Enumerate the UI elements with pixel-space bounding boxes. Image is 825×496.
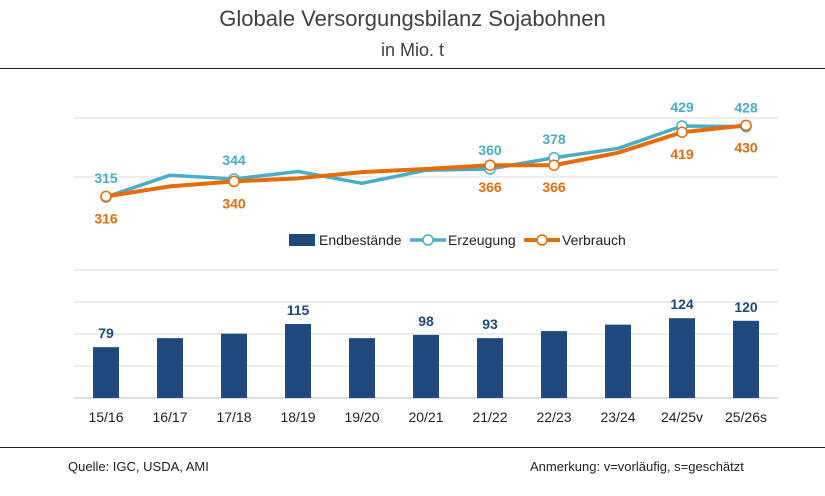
label-verbrauch-21/22: 366 — [478, 179, 502, 195]
bar-endbestaende-15/16 — [93, 347, 119, 398]
bar-label-25/26s: 120 — [734, 299, 758, 315]
x-tick-24/25v: 24/25v — [661, 409, 703, 425]
bar-label-15/16: 79 — [98, 325, 114, 341]
bar-endbestaende-18/19 — [285, 324, 311, 398]
bar-endbestaende-17/18 — [221, 333, 247, 398]
bar-endbestaende-20/21 — [413, 334, 439, 398]
label-verbrauch-22/23: 366 — [542, 179, 566, 195]
label-erzeugung-24/25v: 429 — [670, 99, 694, 115]
bar-label-18/19: 115 — [287, 302, 310, 318]
label-erzeugung-22/23: 378 — [542, 131, 566, 147]
line-erzeugung — [105, 124, 747, 199]
chart-title: Globale Versorgungsbilanz Sojabohnen — [219, 6, 606, 31]
label-erzeugung-25/26s: 428 — [734, 100, 758, 116]
legend-marker-verbrauch — [536, 234, 548, 246]
legend-label-endbestaende: Endbestände — [319, 232, 402, 248]
bar-endbestaende-23/24 — [605, 324, 631, 398]
top-rule — [0, 68, 825, 69]
label-verbrauch-15/16: 316 — [94, 210, 118, 226]
bar-endbestaende-22/23 — [541, 331, 567, 398]
chart-subtitle: in Mio. t — [380, 40, 445, 60]
x-tick-21/22: 21/22 — [472, 409, 507, 425]
x-tick-25/26s: 25/26s — [725, 409, 767, 425]
bottom-rule — [0, 447, 825, 448]
bar-endbestaende-25/26s — [733, 320, 759, 398]
label-verbrauch-17/18: 340 — [222, 195, 246, 211]
label-erzeugung-17/18: 344 — [222, 152, 246, 168]
line-verbrauch — [105, 123, 747, 199]
x-tick-16/17: 16/17 — [152, 409, 187, 425]
marker-verbrauch-24/25v — [676, 126, 688, 138]
legend-label-erzeugung: Erzeugung — [448, 232, 516, 248]
bar-label-21/22: 93 — [482, 316, 498, 332]
label-erzeugung-15/16: 315 — [94, 170, 118, 186]
x-tick-18/19: 18/19 — [280, 409, 315, 425]
legend-swatch-endbestaende — [289, 234, 315, 246]
marker-verbrauch-15/16 — [100, 190, 112, 203]
footnote: Anmerkung: v=vorläufig, s=geschätzt — [530, 459, 744, 474]
bar-endbestaende-16/17 — [157, 338, 183, 398]
x-tick-15/16: 15/16 — [88, 409, 123, 425]
label-verbrauch-24/25v: 419 — [670, 146, 694, 162]
x-tick-22/23: 22/23 — [536, 409, 571, 425]
label-verbrauch-25/26s: 430 — [734, 139, 758, 155]
marker-verbrauch-17/18 — [228, 175, 240, 188]
bar-label-24/25v: 124 — [670, 296, 694, 312]
marker-verbrauch-22/23 — [548, 159, 560, 171]
x-tick-17/18: 17/18 — [216, 409, 251, 425]
source-note: Quelle: IGC, USDA, AMI — [68, 459, 209, 474]
legend-label-verbrauch: Verbrauch — [562, 232, 626, 248]
bar-endbestaende-21/22 — [477, 338, 503, 398]
x-tick-20/21: 20/21 — [408, 409, 443, 425]
marker-verbrauch-21/22 — [484, 159, 496, 171]
x-tick-19/20: 19/20 — [344, 409, 379, 425]
x-tick-23/24: 23/24 — [600, 409, 635, 425]
bar-endbestaende-24/25v — [669, 318, 695, 398]
marker-verbrauch-25/26s — [740, 119, 752, 132]
label-erzeugung-21/22: 360 — [478, 142, 502, 158]
bar-endbestaende-19/20 — [349, 338, 375, 398]
bar-label-20/21: 98 — [418, 313, 434, 329]
legend-marker-erzeugung — [422, 234, 434, 246]
